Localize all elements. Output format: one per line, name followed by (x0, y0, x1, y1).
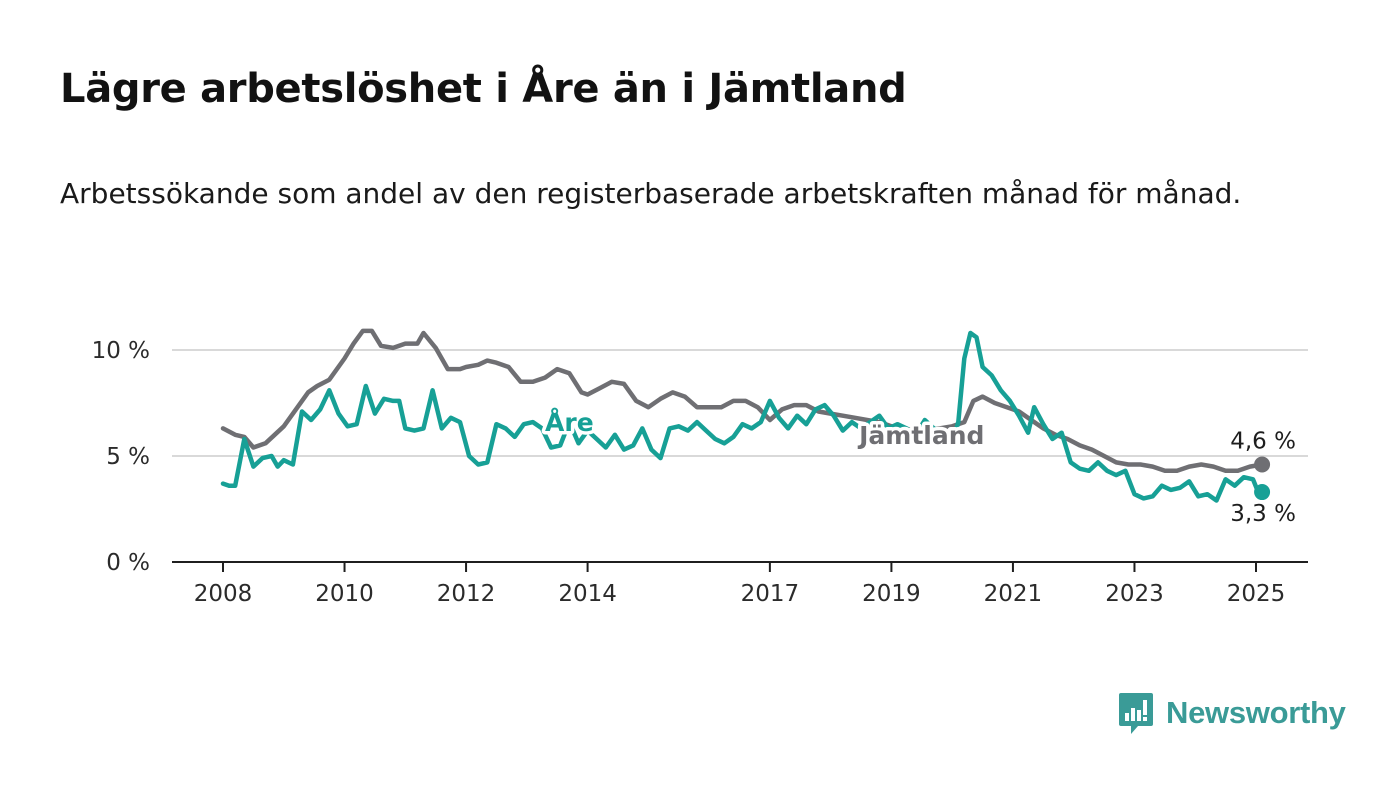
chart-subtitle: Arbetssökande som andel av den registerb… (60, 177, 1242, 210)
series-lines (220, 328, 1271, 503)
x-tick-label: 2019 (862, 581, 921, 607)
series-name-label-are: Åre (545, 408, 594, 437)
x-tick-label: 2023 (1105, 581, 1164, 607)
x-tick-label: 2014 (558, 581, 617, 607)
series-labels: 4,6 % 3,3 % Jämtland Åre (542, 405, 1296, 527)
series-line-jamtland (220, 328, 1265, 474)
x-tick-label: 2010 (315, 581, 374, 607)
y-axis-ticks: 0 % 5 % 10 % (92, 338, 150, 576)
end-value-label-jamtland: 4,6 % (1230, 428, 1296, 454)
x-tick-label: 2021 (984, 581, 1043, 607)
x-tick-label: 2017 (741, 581, 800, 607)
brand-logo: Newsworthy (1118, 690, 1346, 736)
y-tick-label: 0 % (106, 550, 150, 576)
y-gridlines (172, 349, 1308, 457)
x-tick-label: 2008 (194, 581, 253, 607)
y-tick-label: 10 % (92, 338, 150, 364)
y-tick-label: 5 % (106, 444, 150, 470)
series-end-point-are (1254, 484, 1271, 501)
brand-name: Newsworthy (1166, 695, 1346, 730)
x-tick-label: 2025 (1227, 581, 1286, 607)
chart-title: Lägre arbetslöshet i Åre än i Jämtland (60, 66, 907, 112)
newsworthy-logo-icon (1119, 693, 1153, 734)
end-value-label-are: 3,3 % (1230, 501, 1296, 527)
series-line-are (220, 330, 1265, 503)
series-end-point-jamtland (1254, 456, 1271, 473)
x-axis-ticks: 2008 2010 2012 2014 2017 2019 2021 2023 2025 (194, 562, 1286, 607)
series-name-label-jamtland: Jämtland (857, 421, 984, 450)
x-tick-label: 2012 (437, 581, 496, 607)
